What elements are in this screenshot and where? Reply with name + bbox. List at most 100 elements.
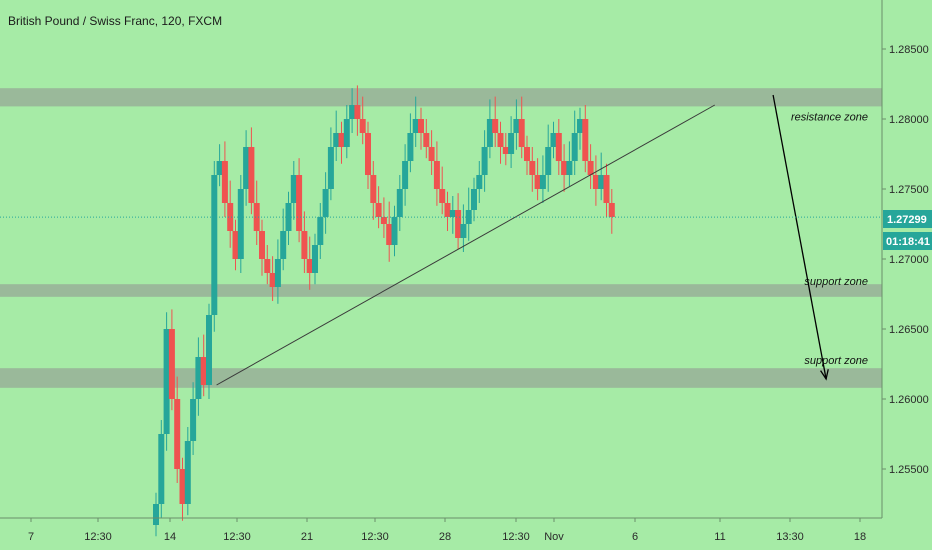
zone-label-1: support zone xyxy=(804,276,868,288)
candle-body xyxy=(253,203,260,231)
candle-body xyxy=(158,434,165,504)
current-price-box xyxy=(883,210,932,228)
candle-body xyxy=(259,231,265,259)
candle xyxy=(163,312,170,451)
candle xyxy=(508,116,515,168)
x-tick-label: 21 xyxy=(301,531,313,543)
candle-body xyxy=(582,119,589,161)
candle xyxy=(195,337,202,416)
candle xyxy=(534,158,541,201)
y-tick-label: 1.26000 xyxy=(889,394,929,406)
candle xyxy=(158,420,165,518)
candle xyxy=(253,180,260,245)
candle-body xyxy=(529,161,536,175)
candle xyxy=(502,133,509,166)
x-tick-label: 14 xyxy=(164,531,176,543)
candle-body xyxy=(423,133,430,147)
zone-label-2: support zone xyxy=(804,355,868,367)
candle xyxy=(259,219,265,276)
candle-body xyxy=(343,119,350,147)
candle-body xyxy=(274,259,281,287)
candle xyxy=(227,180,234,248)
candle-body xyxy=(508,133,515,154)
candle xyxy=(571,110,578,175)
candle-body xyxy=(354,105,361,119)
candle-body xyxy=(545,147,552,175)
trend-line xyxy=(216,104,716,386)
candle-body xyxy=(312,245,318,273)
zone-band-1 xyxy=(0,284,882,297)
candle-body xyxy=(301,231,308,259)
candle xyxy=(290,161,297,220)
candle xyxy=(179,457,186,521)
candle xyxy=(577,107,583,150)
candle xyxy=(481,130,488,192)
candle xyxy=(460,204,467,252)
candle xyxy=(492,96,499,147)
candle-body xyxy=(587,161,594,175)
candle xyxy=(237,175,244,273)
countdown-label: 01:18:41 xyxy=(886,236,930,248)
candle xyxy=(497,121,504,164)
projection-arrow xyxy=(772,94,827,380)
candle xyxy=(221,141,228,217)
candle-body xyxy=(290,175,297,203)
candle-body xyxy=(476,175,483,189)
candle-body xyxy=(200,357,207,385)
x-tick-label: 11 xyxy=(714,531,725,543)
candle-body xyxy=(598,175,605,189)
candle-body xyxy=(179,469,186,504)
candle-body xyxy=(375,203,382,217)
candle xyxy=(396,175,403,231)
candle-body xyxy=(492,119,499,133)
zone-band-2 xyxy=(0,368,882,388)
candle-body xyxy=(221,161,228,203)
candle xyxy=(200,334,207,397)
x-tick-label: 12:30 xyxy=(361,531,389,543)
candle xyxy=(433,141,440,206)
candle-body xyxy=(407,133,414,161)
y-tick-label: 1.28000 xyxy=(889,114,929,126)
candle xyxy=(349,88,356,133)
candle xyxy=(354,85,361,136)
x-tick-label: Nov xyxy=(544,531,564,543)
candle xyxy=(561,144,568,192)
candle xyxy=(391,205,398,257)
candle xyxy=(529,147,536,192)
candle-body xyxy=(327,147,334,189)
candle xyxy=(306,236,313,290)
candle-body xyxy=(571,133,578,161)
candle-body xyxy=(174,399,181,469)
candle xyxy=(524,135,530,175)
candle-body xyxy=(502,147,509,154)
candle-body xyxy=(211,175,218,315)
candle-body xyxy=(449,210,456,217)
candle xyxy=(206,303,212,399)
x-tick-label: 12:30 xyxy=(223,531,251,543)
candle xyxy=(455,193,462,250)
y-tick-label: 1.26500 xyxy=(889,324,929,336)
candle xyxy=(428,130,435,175)
candle xyxy=(248,127,255,215)
candle-body xyxy=(153,504,159,525)
candle-body xyxy=(359,119,366,133)
candle xyxy=(449,196,456,234)
x-tick-label: 13:30 xyxy=(776,531,804,543)
candle-body xyxy=(444,203,451,217)
candle xyxy=(587,144,594,189)
candle-body xyxy=(370,175,377,203)
candle-body xyxy=(418,119,424,133)
candle xyxy=(439,166,446,215)
x-tick-label: 28 xyxy=(439,531,451,543)
candle xyxy=(444,191,451,231)
candle-body xyxy=(460,224,467,238)
candle-body xyxy=(338,133,345,147)
candle xyxy=(174,376,181,483)
candle xyxy=(603,163,610,217)
candle xyxy=(190,382,197,455)
candle xyxy=(513,99,520,150)
candle xyxy=(168,309,175,411)
current-price-label: 1.27299 xyxy=(887,214,927,226)
